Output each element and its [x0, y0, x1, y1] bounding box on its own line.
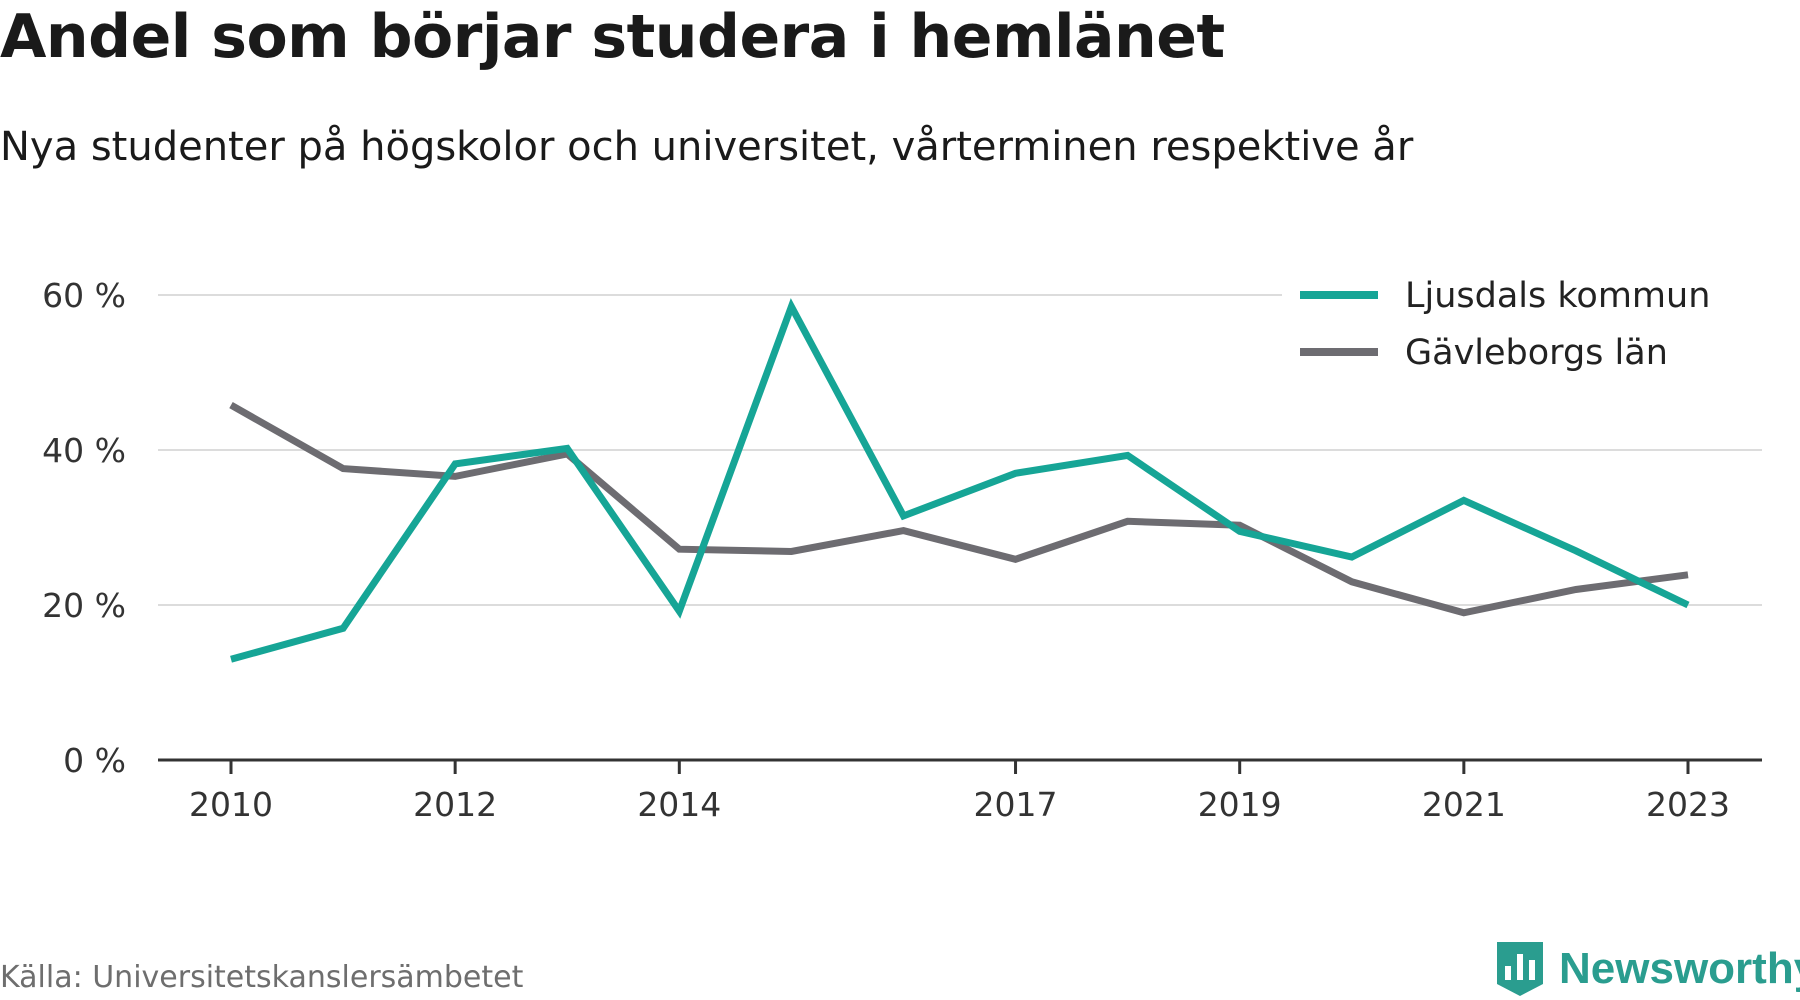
x-tick-label: 2012 — [413, 785, 497, 824]
x-tick-label: 2010 — [189, 785, 273, 824]
x-tick-label: 2019 — [1198, 785, 1282, 824]
x-tick-label: 2014 — [637, 785, 721, 824]
brand-logo: Newsworthy — [1495, 940, 1800, 998]
chart-title: Andel som börjar studera i hemlänet — [0, 2, 1225, 72]
series-line-gavleborg — [229, 402, 1689, 617]
legend-label-ljusdals: Ljusdals kommun — [1405, 276, 1710, 316]
y-axis-tick-labels: 0 % 20 % 40 % 60 % — [42, 276, 126, 780]
y-tick-label: 40 % — [42, 431, 126, 470]
source-note: Källa: Universitetskanslersämbetet — [0, 960, 524, 995]
x-tick-label: 2017 — [974, 785, 1058, 824]
legend-label-gavleborg: Gävleborgs län — [1405, 333, 1668, 373]
y-tick-label: 20 % — [42, 586, 126, 625]
y-tick-label: 0 % — [63, 741, 126, 780]
brand-name: Newsworthy — [1559, 944, 1800, 993]
legend: Ljusdals kommun Gävleborgs län — [1282, 272, 1762, 387]
x-tick-label: 2023 — [1646, 785, 1730, 824]
y-tick-label: 60 % — [42, 276, 126, 315]
newsworthy-logo-icon — [1497, 942, 1543, 996]
chart-subtitle: Nya studenter på högskolor och universit… — [0, 124, 1414, 170]
series-lines — [229, 298, 1690, 663]
line-chart: 0 % 20 % 40 % 60 % 2010 2012 2014 2017 2019 2021… — [42, 272, 1762, 824]
series-line-ljusdals — [230, 298, 1690, 663]
x-tick-label: 2021 — [1422, 785, 1506, 824]
x-axis: 2010 2012 2014 2017 2019 2021 2023 — [158, 758, 1762, 824]
